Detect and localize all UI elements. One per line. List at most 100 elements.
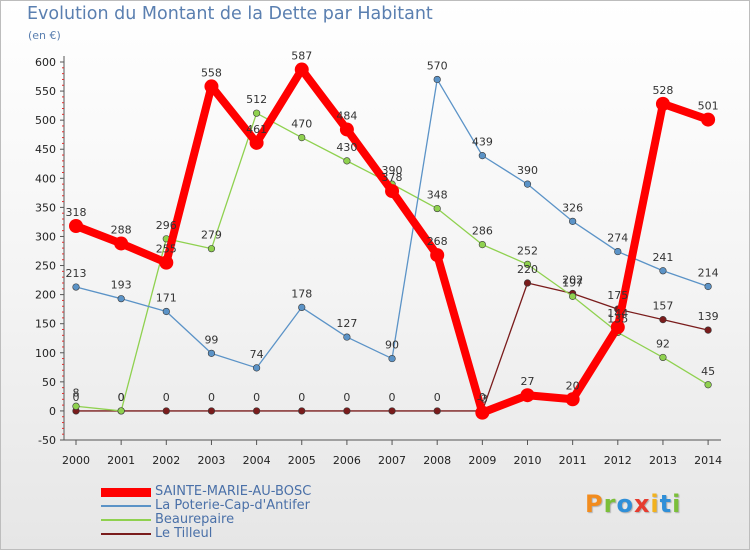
- data-point: [610, 320, 625, 335]
- data-label: 348: [427, 189, 448, 202]
- data-point: [249, 135, 264, 150]
- data-label: 139: [698, 310, 719, 323]
- data-label: 0: [73, 391, 80, 404]
- data-point: [207, 245, 216, 253]
- x-tick-label: 2014: [694, 454, 722, 467]
- data-label: 45: [701, 365, 715, 378]
- data-point: [659, 316, 667, 324]
- data-point: [343, 157, 351, 165]
- data-point: [704, 381, 712, 389]
- y-tick-label: -50: [38, 434, 56, 447]
- y-tick-label: 50: [42, 376, 56, 389]
- data-point: [343, 407, 351, 415]
- data-point: [655, 96, 670, 111]
- y-tick-label: 200: [35, 289, 56, 302]
- data-label: 241: [652, 251, 673, 264]
- data-label: 171: [156, 291, 177, 304]
- legend-swatch: [101, 519, 151, 521]
- data-point: [207, 407, 216, 415]
- x-tick-label: 2005: [288, 454, 316, 467]
- data-point: [162, 407, 170, 415]
- x-tick-label: 2011: [559, 454, 587, 467]
- data-label: 461: [246, 123, 267, 136]
- x-tick-label: 2004: [243, 454, 271, 467]
- data-point: [659, 353, 667, 362]
- data-label: 587: [291, 50, 312, 63]
- logo-letter: P: [585, 490, 604, 518]
- x-tick-label: 2007: [378, 454, 406, 467]
- data-label: 220: [517, 263, 538, 276]
- y-tick-label: 100: [35, 347, 56, 360]
- data-label: 378: [382, 171, 403, 184]
- data-label: 27: [521, 375, 535, 388]
- data-label: 99: [204, 333, 218, 346]
- data-point: [659, 267, 667, 275]
- data-point: [704, 282, 712, 291]
- data-label: 286: [472, 225, 493, 238]
- logo-letter: r: [603, 490, 617, 518]
- data-label: 0: [479, 391, 486, 404]
- logo-letter: i: [650, 490, 660, 518]
- data-label: 214: [698, 266, 719, 279]
- data-point: [207, 349, 216, 357]
- x-tick-label: 2006: [333, 454, 361, 467]
- logo-letter: o: [616, 490, 634, 518]
- data-point: [298, 134, 306, 142]
- data-label: 570: [427, 59, 448, 72]
- data-label: 197: [562, 276, 583, 289]
- legend-swatch: [101, 533, 151, 535]
- data-label: 390: [517, 164, 538, 177]
- legend-label: SAINTE-MARIE-AU-BOSC: [155, 484, 312, 499]
- legend-label: Le Tilleul: [155, 526, 213, 541]
- data-label: 0: [253, 391, 260, 404]
- data-point: [253, 109, 261, 117]
- y-tick-label: 350: [35, 201, 56, 214]
- data-label: 20: [566, 379, 580, 392]
- data-point: [569, 292, 577, 300]
- data-point: [523, 260, 532, 268]
- y-tick-label: 600: [35, 56, 56, 69]
- y-tick-label: 550: [35, 85, 56, 98]
- data-point: [72, 402, 80, 410]
- data-label: 268: [427, 235, 448, 248]
- data-label: 92: [656, 337, 670, 350]
- data-point: [294, 62, 309, 77]
- x-tick-label: 2003: [197, 454, 225, 467]
- data-point: [162, 307, 170, 316]
- data-label: 528: [652, 84, 673, 97]
- logo-letter: t: [659, 490, 673, 518]
- data-label: 0: [118, 391, 125, 404]
- data-label: 202: [562, 273, 583, 286]
- legend-swatch: [101, 505, 151, 507]
- data-point: [430, 248, 445, 263]
- data-label: 501: [698, 100, 719, 113]
- data-point: [569, 217, 577, 225]
- data-point: [523, 180, 532, 188]
- data-label: 296: [156, 219, 177, 232]
- data-point: [298, 303, 306, 312]
- data-point: [701, 112, 716, 127]
- data-point: [117, 407, 125, 415]
- y-tick-label: 400: [35, 172, 56, 185]
- data-point: [343, 333, 351, 341]
- data-point: [69, 218, 83, 233]
- x-tick-label: 2008: [423, 454, 451, 467]
- data-label: 157: [652, 300, 673, 313]
- y-tick-label: 500: [35, 114, 56, 127]
- data-label: 178: [291, 287, 312, 300]
- data-label: 326: [562, 201, 583, 214]
- x-tick-label: 2001: [107, 454, 135, 467]
- data-point: [433, 75, 441, 84]
- data-label: 127: [336, 317, 357, 330]
- data-label: 0: [343, 391, 350, 404]
- x-tick-label: 2000: [62, 454, 90, 467]
- data-label: 135: [607, 312, 628, 325]
- data-point: [298, 407, 306, 415]
- logo-letter: i: [672, 490, 682, 518]
- data-label: 255: [156, 243, 177, 256]
- y-tick-label: 150: [35, 318, 56, 331]
- data-label: 470: [291, 118, 312, 131]
- proxiti-logo: Proxiti: [585, 490, 681, 518]
- legend-swatch: [101, 488, 151, 497]
